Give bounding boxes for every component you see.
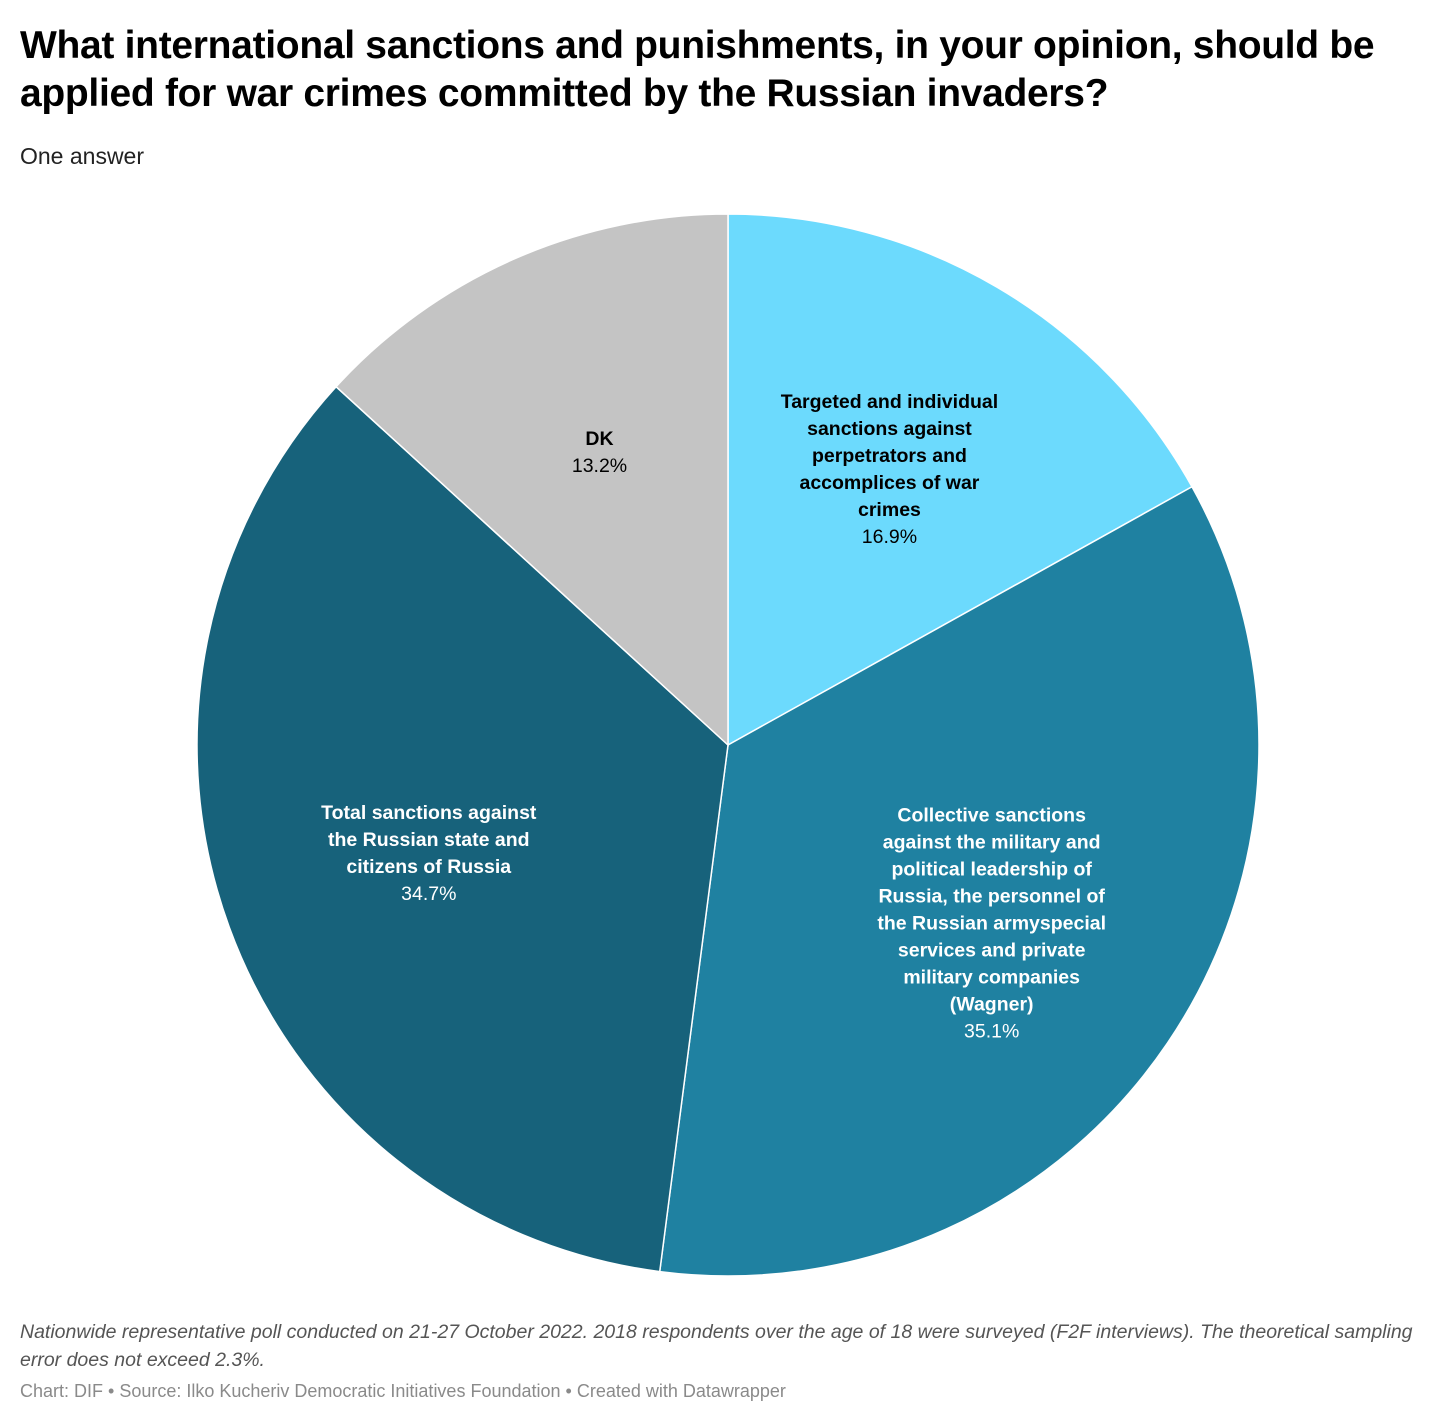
- slice-label: Collective sanctions against the militar…: [872, 802, 1112, 1045]
- pie-slice: [727, 213, 1194, 747]
- pie-slice: [196, 385, 729, 1273]
- chart-title: What international sanctions and punishm…: [20, 24, 1375, 115]
- slice-label-value: 34.7%: [401, 883, 457, 906]
- chart-byline: Chart: DIF • Source: Ilko Kucheriv Democ…: [20, 1381, 786, 1401]
- slice-label-value: 35.1%: [964, 1020, 1020, 1043]
- pie-slice: [335, 213, 729, 747]
- slice-label-value: 13.2%: [571, 455, 628, 478]
- chart-notes: Nationwide representative poll conducted…: [20, 1321, 1413, 1371]
- slice-label: Total sanctions against the Russian stat…: [309, 800, 549, 908]
- slice-label-name: Targeted and individual sanctions agains…: [780, 391, 999, 522]
- slice-label-name: DK: [585, 428, 614, 451]
- slice-label-name: Collective sanctions against the militar…: [877, 804, 1107, 1016]
- chart-subtitle: One answer: [20, 143, 145, 169]
- slice-label: Targeted and individual sanctions agains…: [769, 389, 1009, 551]
- pie-chart: [196, 213, 1260, 1277]
- pie-slice: [658, 485, 1260, 1277]
- slice-label-name: Total sanctions against the Russian stat…: [321, 802, 537, 879]
- slice-label: DK 13.2%: [480, 426, 720, 480]
- slice-label-value: 16.9%: [861, 526, 918, 549]
